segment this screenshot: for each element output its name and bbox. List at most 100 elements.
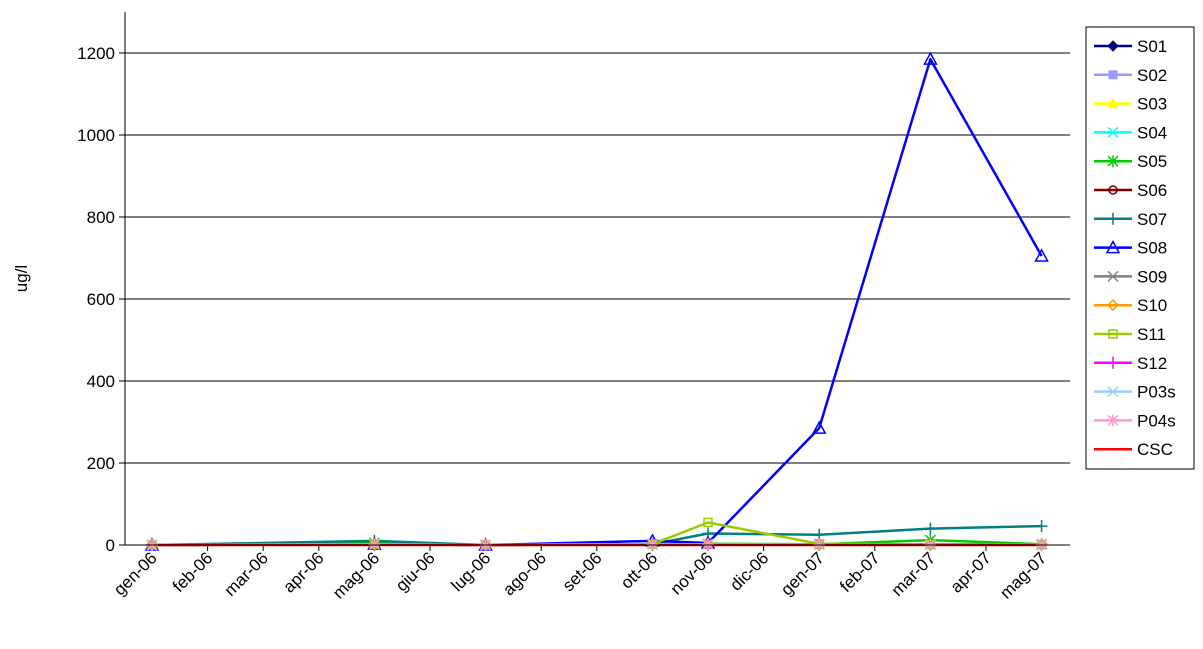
x-tick-label: mag-06	[329, 548, 383, 602]
y-tick-label: 1000	[77, 126, 115, 145]
marker-shape	[646, 538, 659, 551]
marker-shape	[1108, 329, 1118, 339]
x-tick-label: feb-07	[836, 548, 884, 596]
x-tick-label: apr-07	[947, 548, 995, 596]
legend-swatch-marker	[1108, 185, 1118, 195]
x-axis-ticks: gen-06 feb-06 mar-06 apr-06 mag-06 giu-06 lug-…	[110, 545, 1050, 603]
legend-item-s02: S02	[1094, 66, 1167, 85]
series-line-s08	[151, 57, 1043, 547]
marker-shape	[1107, 40, 1119, 52]
y-tick-label: 200	[87, 454, 115, 473]
marker-shape	[1107, 212, 1119, 225]
gridlines	[125, 52, 1070, 464]
legend-label: S05	[1137, 152, 1167, 171]
marker-shape	[702, 538, 714, 551]
x-tick-label: ago-06	[499, 548, 550, 599]
data-point-s07	[1035, 520, 1048, 533]
x-tick-label: ott-06	[617, 548, 661, 592]
legend-label: S03	[1137, 95, 1167, 114]
x-tick-label: feb-06	[169, 548, 217, 596]
marker-shape	[924, 522, 937, 535]
legend: S01 S02 S03 S04 S05 S06 S07 S08 S09 S10 S11 S12 P03s…	[1085, 26, 1195, 470]
data-point-s08	[1034, 248, 1049, 262]
series-lines	[151, 57, 1043, 547]
y-tick-label: 800	[87, 208, 115, 227]
legend-label: S09	[1137, 267, 1167, 286]
marker-shape	[811, 420, 827, 434]
data-point-s08	[923, 51, 938, 65]
x-tick-label: lug-06	[448, 548, 495, 595]
legend-item-s06: S06	[1094, 181, 1167, 200]
marker-shape	[1107, 356, 1119, 369]
x-tick-label: mar-07	[888, 548, 940, 600]
marker-shape	[1107, 386, 1119, 398]
data-point-p04s	[646, 538, 659, 551]
legend-item-csc: CSC	[1094, 440, 1173, 459]
marker-shape	[1107, 155, 1119, 168]
marker-shape	[368, 538, 381, 551]
legend-item-s03: S03	[1094, 95, 1167, 114]
legend-swatch-marker	[1107, 386, 1119, 398]
marker-shape	[1108, 70, 1118, 80]
legend-label: S04	[1137, 123, 1167, 142]
marker-shape	[1034, 248, 1049, 262]
legend-swatch-marker	[1107, 126, 1119, 138]
marker-shape	[1035, 520, 1048, 533]
marker-shape	[1107, 97, 1119, 109]
data-point-s11	[703, 517, 713, 528]
y-tick-label: 0	[106, 536, 115, 555]
marker-shape	[1105, 240, 1121, 254]
legend-item-s12: S12	[1094, 354, 1167, 373]
legend-swatch-marker	[1107, 155, 1119, 168]
x-tick-label: giu-06	[392, 548, 439, 595]
legend-swatch-marker	[1107, 356, 1119, 369]
y-tick-label: 600	[87, 290, 115, 309]
legend-item-s05: S05	[1094, 152, 1167, 171]
legend-item-s07: S07	[1094, 210, 1167, 229]
data-point-p04s	[702, 538, 714, 551]
legend-label: P04s	[1137, 411, 1176, 430]
legend-item-s09: S09	[1094, 267, 1167, 286]
legend-label: S08	[1137, 239, 1167, 258]
legend-swatch-marker	[1107, 270, 1119, 282]
x-tick-label: mar-06	[221, 548, 273, 600]
series-markers	[144, 51, 1049, 552]
y-axis-ticks: 0 200 400 600 800 1000 1200	[77, 44, 125, 555]
series-line-s07	[151, 524, 1042, 547]
legend-item-s04: S04	[1094, 123, 1167, 142]
x-tick-label: gen-07	[777, 548, 828, 599]
marker-shape	[1107, 270, 1119, 282]
marker-shape	[1106, 299, 1120, 312]
y-tick-label: 1200	[77, 44, 115, 63]
data-point-p04s	[368, 538, 381, 551]
data-point-s07	[924, 522, 937, 535]
legend-item-s10: S10	[1094, 296, 1167, 315]
x-tick-label: nov-06	[667, 548, 717, 598]
x-tick-label: gen-06	[110, 548, 161, 599]
legend-label: S02	[1137, 66, 1167, 85]
legend-label: CSC	[1137, 440, 1173, 459]
legend-label: S12	[1137, 354, 1167, 373]
legend-item-p04s: P04s	[1094, 411, 1176, 430]
legend-label: S01	[1137, 37, 1167, 56]
legend-swatch-marker	[1108, 70, 1118, 80]
x-tick-label: dic-06	[726, 548, 772, 594]
marker-shape	[1107, 126, 1119, 138]
legend-label: S07	[1137, 210, 1167, 229]
legend-label: S11	[1137, 325, 1166, 344]
legend-swatch-marker	[1108, 329, 1118, 339]
x-tick-label: set-06	[559, 548, 606, 595]
legend-swatch-marker	[1105, 240, 1121, 254]
legend-label: P03s	[1137, 383, 1176, 402]
y-tick-label: 400	[87, 372, 115, 391]
legend-swatch-marker	[1107, 414, 1119, 427]
marker-shape	[1108, 185, 1118, 195]
legend-swatch-marker	[1107, 40, 1119, 52]
legend-item-s08: S08	[1094, 239, 1167, 258]
legend-item-s11: S11	[1094, 325, 1166, 344]
x-tick-label: apr-06	[279, 548, 327, 596]
marker-shape	[1107, 414, 1119, 427]
legend-swatch-marker	[1107, 97, 1119, 109]
